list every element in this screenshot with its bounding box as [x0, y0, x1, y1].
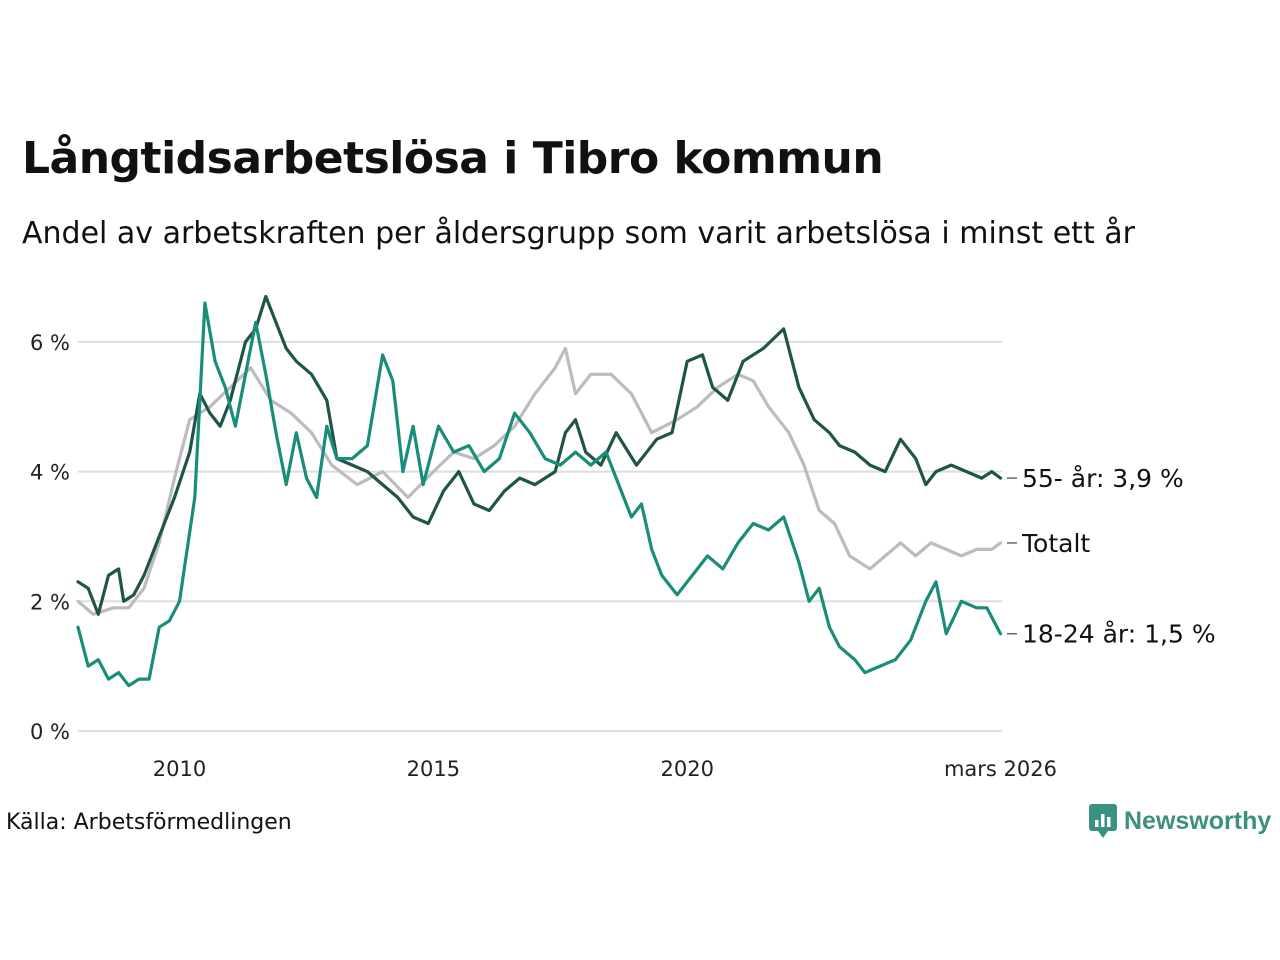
source-note: Källa: Arbetsförmedlingen: [6, 810, 292, 835]
chart-subtitle: Andel av arbetskraften per åldersgrupp s…: [22, 216, 1135, 251]
gridlines: [78, 340, 1002, 732]
series-end-labels: Totalt 55- år: 3,9 % 18-24 år: 1,5 %: [1007, 464, 1216, 649]
series-line-2: [76, 301, 1003, 688]
series-end-label: 55- år: 3,9 %: [1022, 464, 1184, 493]
x-tick-label: mars 2026: [944, 757, 1057, 781]
newsworthy-logo-icon: [1089, 804, 1117, 838]
y-tick-label: 0 %: [30, 720, 70, 744]
y-tick-label: 6 %: [30, 331, 70, 355]
series-line-0: [76, 346, 1003, 616]
y-axis-tick-labels: 0 % 2 % 4 % 6 %: [30, 331, 70, 744]
brand-name: Newsworthy: [1124, 806, 1272, 835]
y-tick-label: 4 %: [30, 461, 70, 485]
chart-title: Långtidsarbetslösa i Tibro kommun: [22, 133, 884, 184]
x-tick-label: 2015: [407, 757, 460, 781]
series-lines: [76, 294, 1003, 688]
series-line-1: [76, 294, 1003, 616]
brand-logo[interactable]: Newsworthy: [1088, 803, 1271, 839]
x-tick-label: 2020: [661, 757, 714, 781]
series-end-label: Totalt: [1021, 529, 1090, 558]
y-tick-label: 2 %: [30, 590, 70, 614]
line-chart: 0 % 2 % 4 % 6 % 2010 2015 2020 mars 2026 Total…: [30, 294, 1216, 781]
x-tick-label: 2010: [153, 757, 206, 781]
series-end-label: 18-24 år: 1,5 %: [1022, 620, 1216, 649]
x-axis-tick-labels: 2010 2015 2020 mars 2026: [153, 757, 1057, 781]
